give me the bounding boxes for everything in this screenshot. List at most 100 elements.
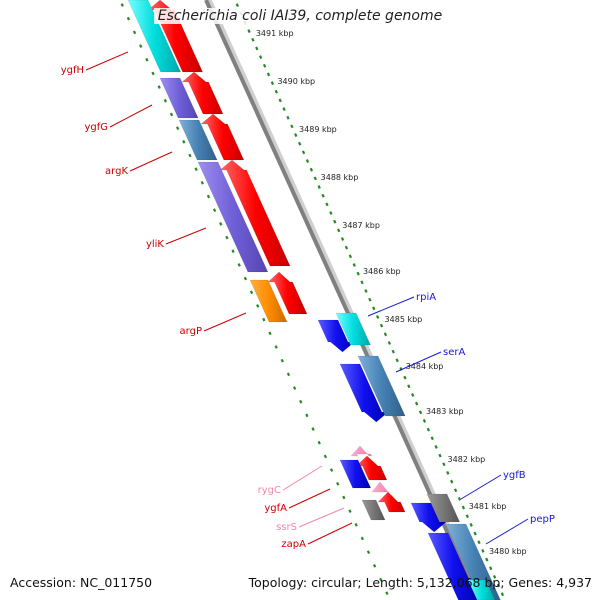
gene-label-argK[interactable]: argK (105, 166, 128, 177)
scale-tick-label: 3487 kbp (342, 221, 380, 230)
gene-features (127, 0, 501, 600)
track-dot (206, 194, 211, 199)
gene-label-ygfH[interactable]: ygfH (61, 65, 84, 76)
cog-block-pepP (445, 523, 501, 600)
scale-tick-label: 3489 kbp (299, 125, 337, 134)
cog-block-ygfG (159, 77, 199, 119)
track-dot (305, 413, 309, 418)
scale-dot (266, 72, 271, 77)
scale-dot (278, 98, 282, 103)
gene-arrow-ygfG (181, 71, 224, 115)
track-dot (151, 71, 155, 76)
leader-line-rpiA (367, 296, 415, 317)
gene-label-serA[interactable]: serA (443, 347, 465, 358)
scale-dot (309, 167, 314, 172)
scale-dot (411, 393, 415, 397)
scale-dot (344, 245, 349, 250)
track-dot (336, 481, 340, 486)
track-dot (249, 290, 254, 295)
gene-label-argP[interactable]: argP (180, 326, 202, 337)
scale-dot (262, 63, 267, 68)
track-dot (212, 208, 217, 213)
gene-arrow-argP (267, 271, 308, 315)
cog-block-argP (249, 279, 288, 323)
scale-dot (418, 410, 423, 415)
scale-dot (301, 150, 306, 155)
gene-label-ssrS[interactable]: ssrS (276, 522, 297, 533)
gene-label-pepP[interactable]: pepP (530, 514, 555, 525)
scale-dot (492, 574, 497, 579)
gene-label-rpiA[interactable]: rpiA (416, 292, 436, 303)
gene-label-yliK[interactable]: yliK (146, 239, 164, 250)
scale-tick-label: 3483 kbp (426, 407, 464, 416)
track-dot (268, 331, 272, 336)
gene-label-zapA[interactable]: zapA (281, 539, 306, 550)
gene-label-ygfG[interactable]: ygfG (84, 122, 108, 133)
gene-arrow-serA (339, 363, 389, 423)
scale-dot (473, 531, 477, 536)
scale-dot (453, 488, 458, 493)
scale-dot (282, 107, 286, 111)
gene-label-ygfA[interactable]: ygfA (264, 503, 287, 514)
leader-line-pepP (485, 518, 529, 545)
scale-dot (442, 462, 446, 467)
leader-line-ssrS (298, 507, 345, 528)
scale-dot (500, 592, 505, 597)
scale-dot (438, 453, 442, 458)
gene-label-rygC[interactable]: rygC (258, 485, 281, 496)
scale-dot (457, 497, 462, 501)
scale-dot (336, 228, 341, 233)
map-title-text: Escherichia coli IAI39, complete genome (153, 8, 447, 24)
scale-dot (403, 375, 407, 380)
scale-tick-label: 3481 kbp (469, 502, 507, 511)
gene-arrow-zapA (377, 491, 406, 513)
scale-dot (235, 3, 239, 8)
scale-dot (321, 193, 325, 198)
leader-line-zapA (307, 522, 353, 545)
track-dot (323, 454, 328, 459)
scale-dot (372, 306, 376, 311)
track-dot (132, 30, 137, 35)
leader-line-argP (203, 312, 247, 332)
track-dot (145, 57, 149, 62)
track-dot (311, 427, 315, 431)
track-dot (379, 577, 383, 582)
scale-dot (333, 219, 337, 224)
leader-line-rygC (282, 465, 323, 491)
track-dot (360, 536, 364, 541)
scale-ticks: 3491 kbp 3490 kbp 3489 kbp 3488 kbp 3487 kbp… (235, 3, 527, 597)
track-dot (286, 372, 291, 377)
track-dot (163, 98, 167, 103)
scale-dot (274, 89, 278, 94)
scale-tick-label: 3484 kbp (406, 362, 444, 371)
scale-dot (375, 315, 380, 319)
track-dot (292, 386, 297, 390)
scale-dot (481, 548, 485, 553)
track-dot (157, 85, 161, 89)
track-dot (176, 126, 180, 130)
scale-dot (430, 436, 434, 441)
gene-arrow-rpiA (317, 319, 356, 353)
gene-labels: ygfH ygfG argK yliK argP rpiA serA rygC ygfA ssrS… (61, 51, 555, 550)
scale-dot (485, 557, 489, 562)
track-dot (231, 249, 235, 254)
track-dot (385, 591, 389, 596)
track-dot (225, 235, 229, 240)
track-dot (120, 3, 124, 7)
track-dot (274, 345, 278, 349)
scale-dot (465, 514, 469, 519)
track-dot (126, 16, 131, 21)
leader-line-ygfB (460, 474, 502, 500)
gene-label-ygfB[interactable]: ygfB (503, 470, 526, 481)
scale-dot (290, 124, 294, 129)
track-dot (317, 440, 321, 445)
scale-dot (270, 81, 275, 85)
scale-dot (450, 479, 454, 484)
scale-dot (356, 271, 360, 276)
scale-dot (340, 237, 345, 241)
scale-dot (317, 185, 321, 189)
gene-arrow-ssrS (371, 481, 391, 493)
track-dot (182, 139, 186, 144)
scale-dot (489, 566, 493, 571)
